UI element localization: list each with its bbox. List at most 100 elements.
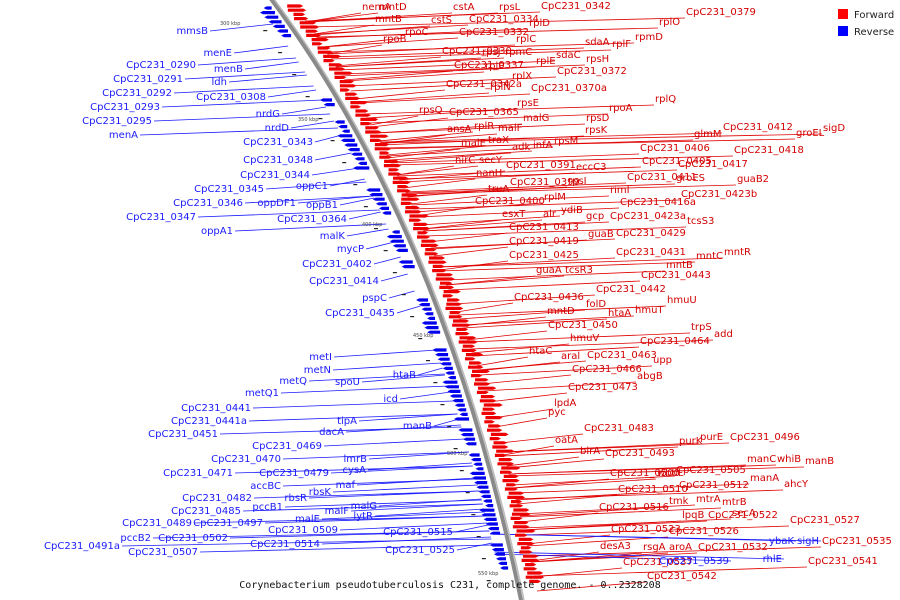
forward-leader-line <box>379 131 474 142</box>
forward-feature-arrow <box>490 432 509 436</box>
reverse-gene-label: metI <box>309 352 332 363</box>
reverse-gene-label: tipA <box>337 416 357 427</box>
forward-leader-line <box>403 178 476 189</box>
reverse-feature-arrow <box>281 34 292 38</box>
legend-reverse-swatch <box>838 26 848 36</box>
forward-leader-line <box>397 166 642 177</box>
forward-feature-arrow <box>488 424 502 428</box>
forward-gene-label: rpsM <box>554 136 578 147</box>
forward-leader-line <box>405 182 627 193</box>
minor-tick <box>305 96 310 98</box>
forward-leader-line <box>413 199 681 210</box>
reverse-leader-line <box>234 465 473 474</box>
forward-gene-label: manA <box>750 473 779 484</box>
forward-feature-arrow <box>404 210 422 214</box>
forward-feature-arrow <box>501 466 521 470</box>
forward-leader-line <box>519 504 696 515</box>
forward-gene-label: esxT <box>502 209 526 220</box>
forward-leader-line <box>444 270 666 281</box>
reverse-gene-label: CpC231_0348 <box>243 155 313 166</box>
forward-leader-line <box>386 145 488 156</box>
forward-leader-line <box>448 280 641 291</box>
forward-feature-arrow <box>339 84 357 88</box>
reverse-feature-arrow <box>475 467 484 471</box>
reverse-gene-label: CpC231_0290 <box>126 60 196 71</box>
forward-feature-arrow <box>424 252 439 256</box>
reverse-leader-line <box>490 533 822 542</box>
reverse-leader-line <box>281 106 327 115</box>
reverse-leader-line <box>244 61 299 70</box>
forward-gene-label: CpC231_0541 <box>808 556 878 567</box>
forward-feature-arrow <box>388 172 402 176</box>
reverse-gene-label: CpC231_0469 <box>252 441 322 452</box>
forward-gene-label: CpC231_0466 <box>572 364 642 375</box>
reverse-leader-line <box>323 438 466 447</box>
forward-leader-line <box>537 581 647 592</box>
reverse-gene-label: CpC231_0451 <box>148 429 218 440</box>
reverse-gene-label: nrdG <box>256 109 280 120</box>
reverse-leader-line <box>314 152 352 161</box>
reverse-leader-line <box>332 484 478 493</box>
forward-gene-label: CpC231_0510 <box>618 484 688 495</box>
reverse-feature-arrow <box>337 134 353 138</box>
reverse-leader-line <box>161 99 323 108</box>
reverse-feature-arrow <box>372 197 385 201</box>
forward-leader-line <box>534 567 623 578</box>
forward-feature-arrow <box>480 395 496 399</box>
forward-feature-arrow <box>432 269 447 273</box>
reverse-feature-arrow <box>334 120 345 124</box>
forward-leader-line <box>316 28 529 39</box>
forward-gene-label: malF <box>498 123 523 134</box>
reverse-feature-arrow <box>473 462 483 466</box>
forward-leader-line <box>509 466 805 477</box>
reverse-gene-label: CpC231_0509 <box>268 525 338 536</box>
reverse-leader-line <box>329 178 365 187</box>
forward-gene-label: CpC231_0512 <box>679 480 749 491</box>
reverse-feature-arrow <box>435 353 449 357</box>
forward-leader-line <box>438 257 724 268</box>
forward-gene-label: sigD <box>823 123 845 134</box>
forward-feature-arrow <box>439 285 455 289</box>
forward-leader-line <box>508 464 777 475</box>
reverse-leader-line <box>280 385 449 394</box>
forward-leader-line <box>389 150 533 161</box>
forward-leader-line <box>335 57 505 68</box>
reverse-leader-line <box>264 515 486 524</box>
reverse-leader-line <box>332 362 442 371</box>
reverse-feature-arrow <box>479 508 495 512</box>
forward-gene-label: CpC231_0429 <box>616 228 686 239</box>
reverse-feature-arrow <box>421 307 432 311</box>
reverse-gene-label: icd <box>383 394 398 405</box>
forward-gene-label: traX <box>488 135 509 146</box>
reverse-gene-label: dacA <box>319 427 344 438</box>
forward-feature-arrow <box>529 579 542 583</box>
reverse-feature-arrow <box>389 239 404 243</box>
forward-feature-arrow <box>374 147 392 151</box>
legend-forward-swatch <box>838 9 848 19</box>
forward-gene-label: pyc <box>548 407 566 418</box>
reverse-gene-label: malE <box>295 514 320 525</box>
forward-feature-arrow <box>317 50 334 54</box>
forward-gene-label: trpS <box>691 322 712 333</box>
forward-leader-line <box>502 442 730 453</box>
forward-gene-label: CpC231_0330 <box>442 46 512 57</box>
forward-gene-label: aroA <box>669 542 692 553</box>
forward-gene-label: rpsH <box>586 54 609 65</box>
forward-gene-label: CpC231_0505 <box>676 465 746 476</box>
forward-feature-arrow <box>392 180 411 184</box>
reverse-leader-line <box>456 542 493 551</box>
forward-feature-arrow <box>521 558 540 562</box>
forward-gene-label: CpC231_0406 <box>640 143 710 154</box>
forward-leader-line <box>382 138 796 149</box>
forward-leader-line <box>533 566 808 577</box>
reverse-leader-line <box>358 413 458 422</box>
forward-feature-arrow <box>305 29 319 33</box>
forward-gene-label: nemA <box>362 2 391 13</box>
reverse-feature-arrow <box>437 357 450 361</box>
forward-leader-line <box>304 11 541 22</box>
forward-feature-arrow <box>365 130 382 134</box>
reverse-leader-line <box>333 349 437 358</box>
reverse-feature-arrow <box>489 543 503 547</box>
reverse-gene-label: CpC231_0514 <box>250 539 320 550</box>
forward-feature-arrow <box>339 80 354 84</box>
